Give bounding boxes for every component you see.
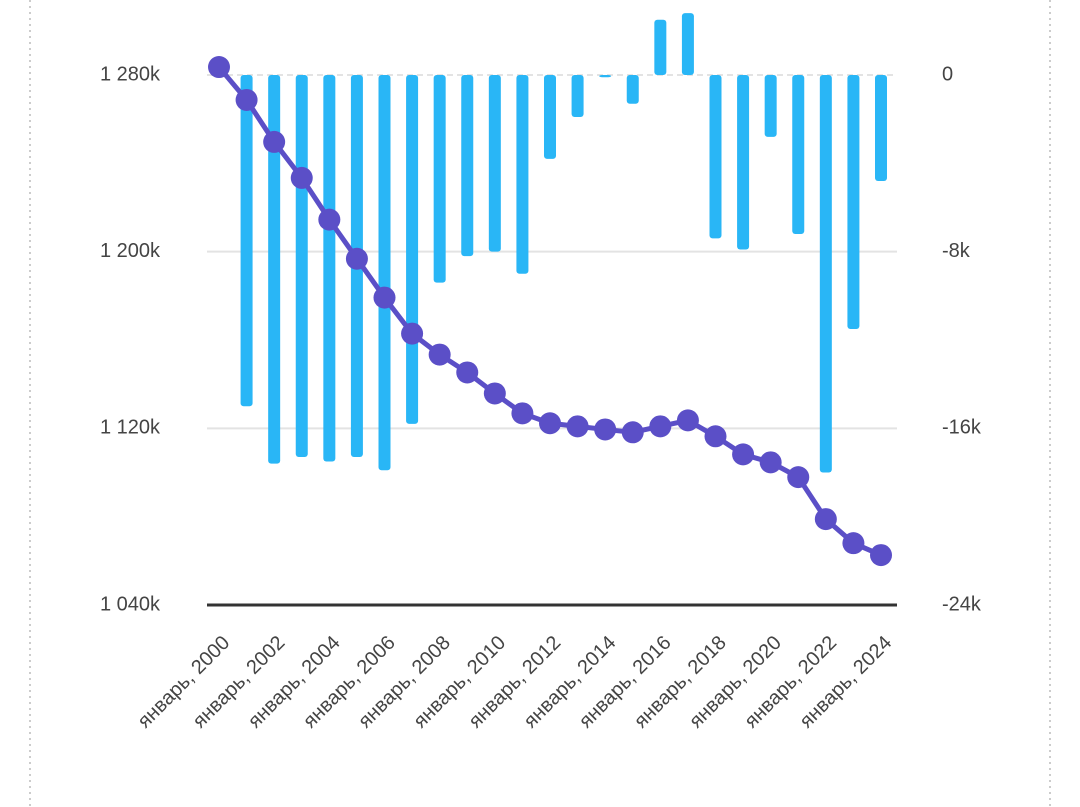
y2-tick-label: -16k xyxy=(942,417,982,439)
point xyxy=(649,415,672,438)
bar xyxy=(875,75,887,181)
y2-tick-label: -24k xyxy=(942,593,982,615)
bar xyxy=(544,75,556,159)
point xyxy=(428,343,451,366)
bar xyxy=(819,75,832,473)
y-tick-label: 1 200k xyxy=(100,240,161,262)
point xyxy=(456,361,479,384)
point xyxy=(732,443,755,466)
point xyxy=(676,409,699,432)
bar xyxy=(599,75,612,78)
point xyxy=(842,532,865,555)
bar xyxy=(571,75,584,117)
bar xyxy=(406,75,419,424)
bar xyxy=(516,75,529,274)
bar xyxy=(847,75,860,329)
point xyxy=(594,418,617,441)
bar xyxy=(433,75,446,283)
point xyxy=(787,466,810,489)
point xyxy=(511,402,534,425)
point xyxy=(318,208,341,231)
point xyxy=(235,88,258,111)
y2-tick-label: -8k xyxy=(942,240,971,262)
bar xyxy=(737,75,750,250)
bar xyxy=(709,75,722,239)
bar xyxy=(268,75,281,464)
bar xyxy=(626,75,639,104)
point xyxy=(539,412,561,435)
point xyxy=(345,247,368,270)
bar xyxy=(792,75,805,234)
y2-tick-label: 0 xyxy=(942,63,953,85)
point xyxy=(621,421,644,444)
bar xyxy=(488,75,501,252)
bar xyxy=(654,19,667,76)
point xyxy=(373,286,396,309)
bar xyxy=(240,75,253,407)
point xyxy=(759,451,782,474)
point xyxy=(401,322,424,345)
bar xyxy=(295,75,308,458)
y-tick-label: 1 120k xyxy=(100,417,161,439)
bar xyxy=(461,75,474,257)
bar xyxy=(378,75,391,471)
y-tick-label: 1 280k xyxy=(100,63,161,85)
point xyxy=(704,425,727,448)
point xyxy=(814,508,837,531)
point xyxy=(870,544,892,567)
point xyxy=(290,166,313,189)
bar xyxy=(323,75,336,462)
point xyxy=(566,415,589,438)
point xyxy=(263,130,286,153)
bar xyxy=(681,13,694,75)
y-tick-label: 1 040k xyxy=(100,593,161,615)
bar xyxy=(764,75,777,137)
point xyxy=(483,382,506,405)
point xyxy=(208,56,230,79)
